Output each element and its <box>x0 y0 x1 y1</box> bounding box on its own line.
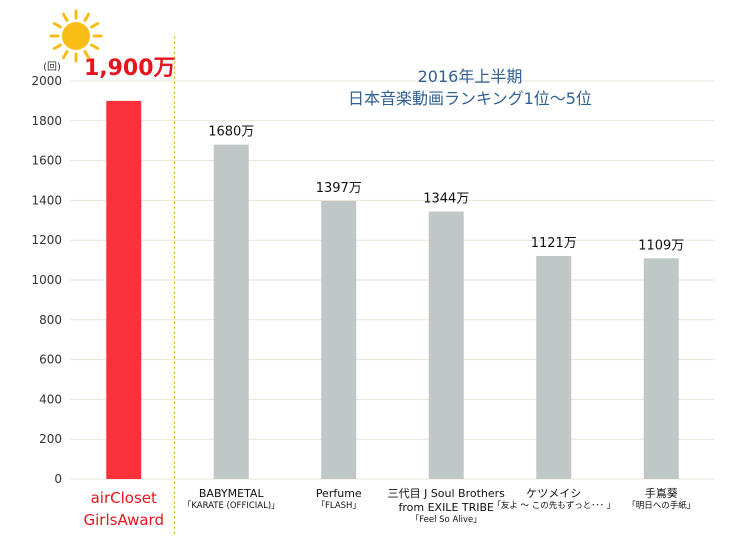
song-title-label: 「Feel So Alive」 <box>411 515 482 525</box>
value-labels: 1,900万 1680万 1397万 1344万 1121万 1109万 <box>84 56 684 253</box>
bar <box>643 258 679 479</box>
y-tick-label: 0 <box>54 472 62 486</box>
sun-ray <box>83 50 90 60</box>
category-label: 三代目 J Soul Brothers <box>388 487 506 500</box>
sun-ray <box>90 43 100 50</box>
song-title-label: 「友よ 〜 この先もずっと･･･ 」 <box>492 500 615 511</box>
sun-ray <box>90 22 100 29</box>
sun-ray <box>52 43 62 50</box>
y-tick-label: 1400 <box>31 193 62 207</box>
category-label: ケツメイシ <box>526 487 581 500</box>
category-label: from EXILE TRIBE <box>398 501 494 514</box>
sun-ray <box>83 12 90 22</box>
y-tick-label: 200 <box>39 432 62 446</box>
gridlines <box>70 80 715 480</box>
bar-value-label: 1109万 <box>638 238 684 253</box>
sun-disc <box>62 22 90 50</box>
y-tick-label: 800 <box>39 313 62 327</box>
y-tick-label: 1800 <box>31 114 62 128</box>
category-label: BABYMETAL <box>199 487 265 500</box>
y-tick-label: 600 <box>39 353 62 367</box>
bar-value-label: 1344万 <box>423 192 469 207</box>
sun-ray <box>62 50 69 60</box>
sun-icon <box>49 9 103 63</box>
y-tick-label: 1600 <box>31 154 62 168</box>
bars <box>106 100 679 480</box>
bar-value-label-highlight: 1,900万 <box>84 56 176 81</box>
bar-value-label: 1397万 <box>316 181 362 196</box>
sun-ray <box>52 22 62 29</box>
y-axis: 0 200 400 600 800 1000 1200 1400 1600 1800 2000(回) <box>31 61 62 486</box>
category-label-highlight: GirlsAward <box>84 511 164 529</box>
chart-title-line: 2016年上半期 <box>418 67 523 86</box>
song-title-label: 「明日への手紙」 <box>627 500 695 511</box>
bar <box>213 144 249 479</box>
bar-value-label: 1680万 <box>208 125 254 140</box>
y-tick-label: 1200 <box>31 233 62 247</box>
y-tick-label: 2000 <box>31 74 62 88</box>
y-tick-label: 1000 <box>31 273 62 287</box>
y-unit-label: (回) <box>43 61 61 73</box>
bar <box>536 255 572 479</box>
category-labels: airCloset GirlsAward BABYMETAL「KARATE (OFF… <box>84 486 696 529</box>
chart-title-line: 日本音楽動画ランキング1位〜5位 <box>348 89 592 108</box>
song-title-label: 「KARATE (OFFICIAL)」 <box>183 501 280 511</box>
y-tick-label: 400 <box>39 392 62 406</box>
category-label: 手嶌葵 <box>645 486 678 500</box>
category-label: Perfume <box>316 487 362 500</box>
bar-highlight <box>106 100 142 480</box>
sun-ray <box>62 12 69 22</box>
bar <box>321 200 357 479</box>
bar-value-label: 1121万 <box>531 236 577 251</box>
category-label-highlight: airCloset <box>91 489 157 507</box>
bar <box>428 211 464 479</box>
song-title-label: 「FLASH」 <box>317 501 361 511</box>
